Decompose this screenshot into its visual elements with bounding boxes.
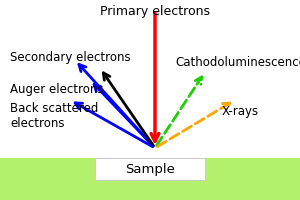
- Text: X-rays: X-rays: [222, 106, 259, 118]
- Text: Cathodoluminescence: Cathodoluminescence: [175, 55, 300, 68]
- Text: Back scattered
electrons: Back scattered electrons: [10, 102, 98, 130]
- Text: Secondary electrons: Secondary electrons: [10, 51, 130, 64]
- Bar: [0, 158, 300, 200]
- Text: Primary electrons: Primary electrons: [100, 5, 210, 18]
- Text: Sample: Sample: [125, 162, 175, 176]
- Text: Auger electrons: Auger electrons: [10, 84, 103, 97]
- Bar: [95, 158, 205, 180]
